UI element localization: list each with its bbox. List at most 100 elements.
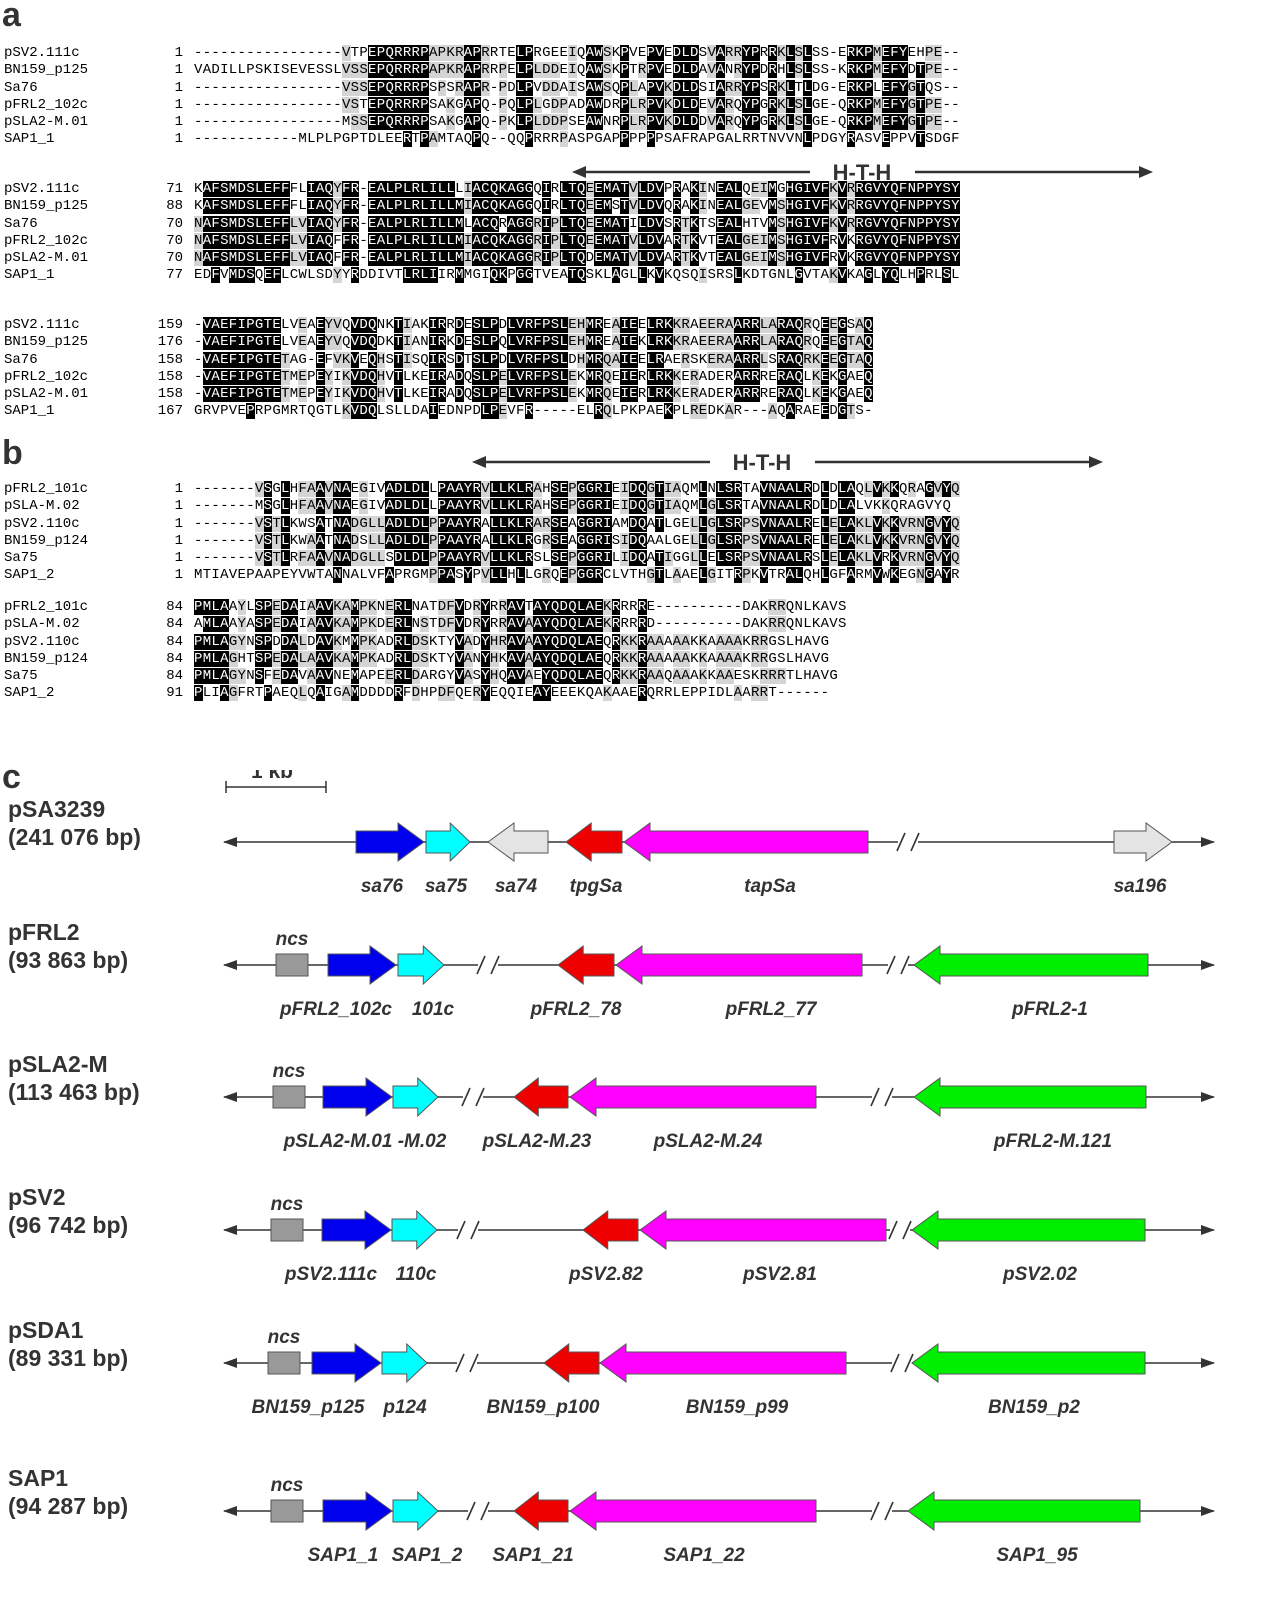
gene-label: pSLA2-M.23 [482,1131,592,1152]
break-mark [490,955,500,975]
gene-label: BN159_p99 [686,1397,789,1418]
sequence-residues: -----------------VSSEPQRRRPSPSRAPR-PDLPV… [194,79,960,96]
sequence-name: Sa76 [4,215,38,232]
plasmid-name: pSA3239 [8,796,105,822]
sequence-start-position: 70 [166,215,183,232]
gene-arrow-green [913,1077,1147,1117]
sequence-name: pSLA2-M.01 [4,250,89,267]
hth-label-b: H-T-H [733,450,792,475]
sequence-residues: -VAEFIPGTELVEAEYVQVDQDKTIANIRKDESLPQLVRF… [194,334,873,351]
plasmid-name: pSLA2-M [8,1051,108,1077]
gene-label: BN159_p2 [988,1397,1080,1418]
sequence-name: BN159_p124 [4,650,89,667]
break-mark [480,1501,490,1521]
sequence-start-position: 159 [157,317,183,333]
sequence-name: pSLA2-M.01 [4,114,89,131]
break-mark [890,1353,900,1373]
gene-label: BN159_p100 [486,1397,599,1418]
sequence-residues: -VAEFIPGTELVEAEYVQVDQNKTIAKIRRDESLPDLVRF… [194,317,873,333]
gene-label: 101c [412,999,455,1020]
gene-arrow-magenta [623,822,869,862]
sequence-start-position: 84 [166,668,183,685]
sequence-start-position: 70 [166,232,183,249]
break-mark [870,1501,880,1521]
plasmid-map-pSA3239: pSA3239(241 076 bp) sa76 sa75 sa74 tpgSa tapS… [8,796,1215,897]
sequence-start-position: 84 [166,616,183,633]
sequence-start-position: 84 [166,633,183,650]
gene-label: pSV2.02 [1002,1264,1077,1285]
gene-arrow-magenta [569,1491,817,1531]
sequence-start-position: 176 [157,334,183,351]
sequence-start-position: 167 [157,403,183,420]
sequence-start-position: 1 [174,62,183,79]
gene-arrow-blue [322,1077,393,1117]
sequence-name: pSLA-M.02 [4,616,80,633]
sequence-start-position: 1 [174,550,183,567]
sequence-residues: -----------------VSTEPQRRRPSAKGAPQ-PQLPL… [194,96,960,113]
gene-arrow-red [582,1209,639,1251]
gene-arrow-blue [327,945,397,985]
sequence-name: SAP1_1 [4,267,55,284]
gene-label: pSV2.111c [284,1264,378,1285]
scale-bar-label: 1 kb [251,770,293,783]
sequence-residues: MTIAVEPAAPEYVWTANNALVFAPRGMPPASYPVLLHLLG… [194,567,960,584]
break-mark [896,832,906,852]
gene-label: sa74 [495,876,538,897]
gene-arrow-blue [321,1210,392,1250]
gene-label: SAP1_21 [492,1545,573,1566]
break-mark [475,1087,485,1107]
sequence-name: pFRL2_102c [4,96,89,113]
sequence-name: BN159_p125 [4,334,89,351]
gene-label: pFRL2_78 [530,999,622,1020]
gene-label: SAP1_22 [663,1545,745,1566]
break-mark [884,1501,894,1521]
sequence-residues: ------------MLPLPGPTDLEERTPAMTAQPQ--QQPR… [194,131,960,148]
break-mark [456,1220,466,1240]
sequence-start-position: 77 [166,267,183,284]
gene-label: 110c [396,1264,437,1285]
break-mark [886,955,896,975]
gene-label: p124 [382,1397,427,1418]
sequence-name: pFRL2_102c [4,232,89,249]
sequence-start-position: 1 [174,131,183,148]
gene-label: SAP1_95 [996,1545,1078,1566]
sequence-start-position: 1 [174,114,183,131]
sequence-start-position: 71 [166,181,183,197]
sequence-name: pSV2.110c [4,633,80,650]
sequence-name: Sa75 [4,668,38,685]
gene-arrow-cyan [397,944,445,986]
sequence-residues: -----------------VTPEPQRRRPAPKRAPRRTELPR… [194,45,960,61]
sequence-residues: PMLAAYLSPEDAIAAVKAMPKNERLNATDFVDRYRRAVTA… [194,599,847,615]
sequence-start-position: 158 [157,368,183,385]
sequence-residues: VADILLPSKISEVESSLVSSEPQRRRPAPKRAPRRPELPL… [194,62,960,79]
sequence-start-position: 1 [174,79,183,96]
plasmid-size: (89 331 bp) [8,1345,128,1371]
gene-arrow-red [557,944,615,986]
gene-label: SAP1_1 [308,1545,379,1566]
gene-arrow-lightgray [1113,822,1173,862]
sequence-residues: -VAEFIPGTETAG-EFVKVEQHSTISQIRSDTSLPDLVRF… [194,351,873,368]
panel-label-a: a [2,0,21,34]
sequence-start-position: 158 [157,386,183,403]
gene-arrow-blue [311,1343,382,1383]
sequence-residues: PLIAGFRTPAEQLQAIGAMDDDDRFDHPDFQERYEQQIEA… [194,685,830,702]
panel-label-c: c [2,758,21,796]
sequence-name: pFRL2_101c [4,599,89,615]
sequence-name: Sa76 [4,79,38,96]
plasmid-map-pSDA1: pSDA1(89 331 bp) ncs BN159_p125 p124 BN159_p… [8,1317,1215,1418]
gene-arrow-lightgray [487,822,549,862]
gene-arrow-green [911,1343,1146,1383]
ncs-box [270,1218,304,1242]
sequence-start-position: 70 [166,250,183,267]
gene-map-panel: 1 kb pSA3239(241 076 bp) sa76 sa75 sa74 tpgS… [8,770,1215,1566]
sequence-name: pSLA-M.02 [4,498,80,515]
ncs-label: ncs [268,1327,301,1348]
ncs-box [270,1499,304,1523]
sequence-residues: NAFSMDSLEFFLVIAQYFR-EALPLRLILLMLACQRAGGR… [194,215,960,232]
break-mark [902,1220,912,1240]
gene-arrow-blue [355,822,425,862]
sequence-start-position: 1 [174,498,183,515]
gene-label: pFRL2_102c [279,999,392,1020]
sequence-residues: PMLAGYNSFEDAVAAVNEMAPEERLDARGYVASYHQAVAE… [194,668,839,685]
sequence-residues: NAFSMDSLEFFLVIAQFFR-EALPLRLILLMIACQKAGGR… [194,250,960,267]
